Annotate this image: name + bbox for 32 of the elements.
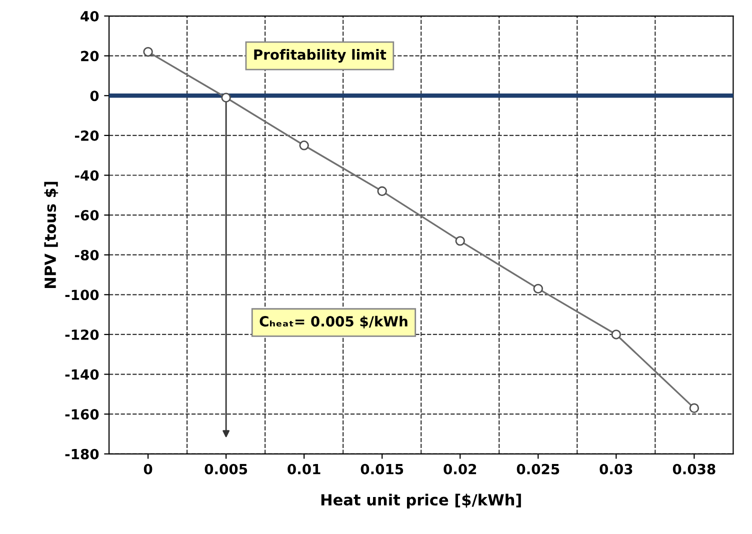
ref-line-label: Profitability limit — [254, 49, 386, 63]
y-tick-label: -100 — [65, 290, 99, 300]
x-tick-label: 0 — [144, 464, 152, 474]
y-axis-title: NPV [tous $] — [44, 182, 58, 288]
y-tick-label: -180 — [65, 448, 99, 460]
point — [455, 236, 465, 246]
y-tick-label: -160 — [65, 409, 99, 420]
x-axis-title: Heat unit price [$/kWh] — [321, 494, 521, 509]
annotation: Cₕₑₐₜ= 0.005 $/kWh — [260, 316, 408, 328]
x-tick-label: 0.005 — [204, 464, 248, 474]
point — [221, 92, 231, 102]
y-tick-label: -60 — [74, 210, 99, 221]
y-tick-label: 40 — [80, 10, 99, 22]
x-tick-label: 0.015 — [360, 464, 404, 474]
point — [377, 186, 387, 196]
point — [611, 330, 622, 340]
y-tick-label: -40 — [74, 170, 99, 181]
point — [533, 284, 544, 294]
y-tick-label: -120 — [65, 329, 99, 340]
y-tick-label: 0 — [90, 90, 99, 102]
y-tick-label: -80 — [74, 250, 99, 260]
x-tick-label: 0.02 — [444, 464, 476, 474]
point — [143, 46, 153, 57]
point — [299, 140, 309, 150]
x-tick-label: 0.01 — [288, 464, 320, 474]
y-tick-label: -140 — [65, 369, 99, 380]
x-tick-label: 0.038 — [672, 464, 716, 474]
x-tick-label: 0.025 — [516, 464, 560, 474]
y-tick-label: -20 — [74, 130, 99, 141]
y-tick-label: 20 — [81, 50, 99, 62]
point — [689, 403, 700, 413]
x-tick-label: 0.03 — [600, 464, 632, 474]
